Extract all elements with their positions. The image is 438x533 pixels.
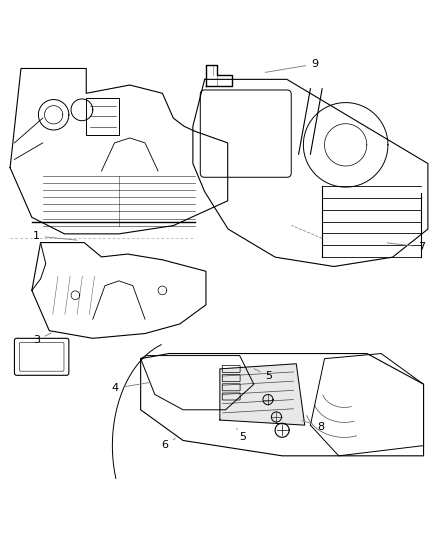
Bar xyxy=(86,98,119,135)
Text: 9: 9 xyxy=(265,59,318,72)
Text: 8: 8 xyxy=(302,421,325,432)
Polygon shape xyxy=(220,364,305,425)
Text: 4: 4 xyxy=(111,382,151,393)
Text: 5: 5 xyxy=(237,429,247,442)
Text: 6: 6 xyxy=(161,439,175,450)
Text: 5: 5 xyxy=(254,369,272,381)
Text: 7: 7 xyxy=(387,242,425,252)
Text: 3: 3 xyxy=(33,333,51,345)
Text: 1: 1 xyxy=(33,231,77,241)
